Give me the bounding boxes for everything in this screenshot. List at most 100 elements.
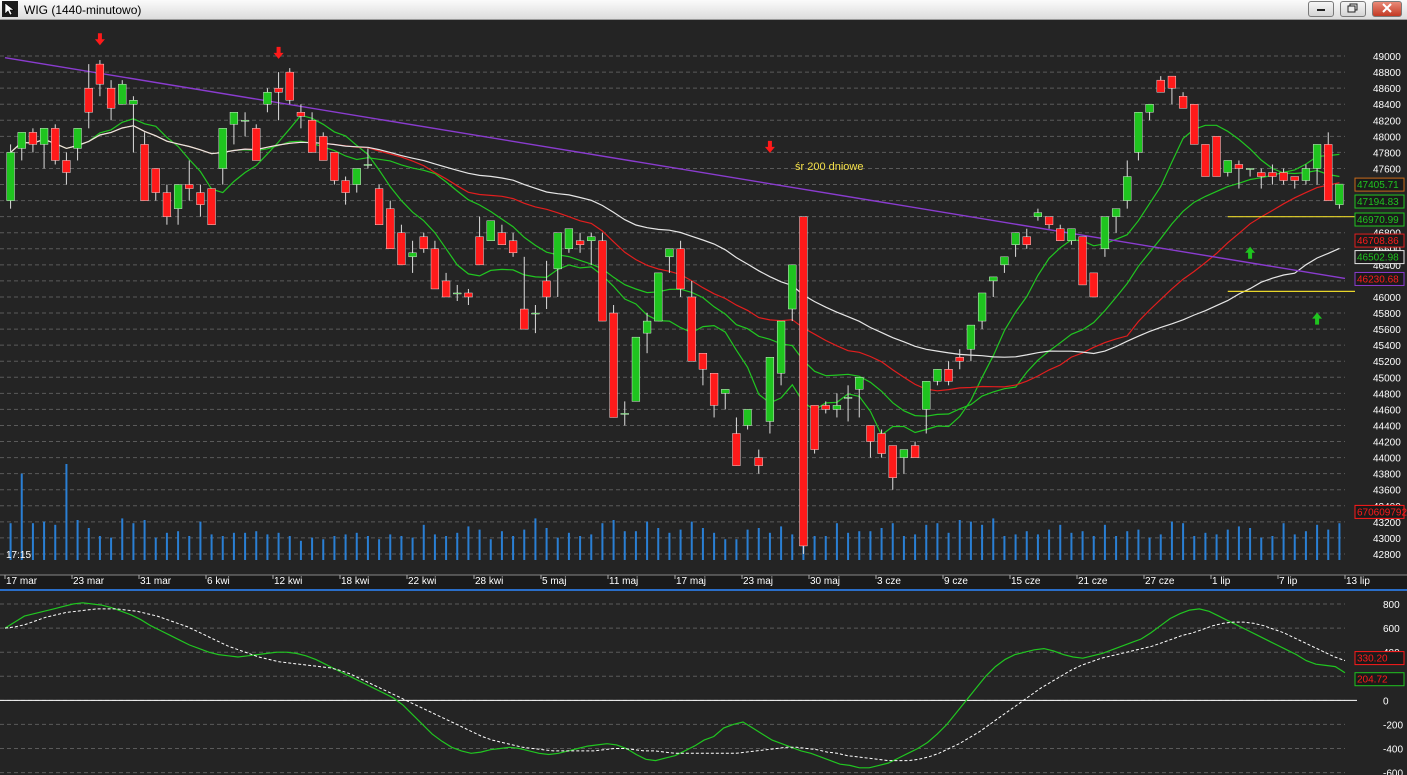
ma-value-label: 47194.83 bbox=[1354, 194, 1405, 209]
x-tick-label: 27 cze bbox=[1145, 576, 1175, 587]
candle-body bbox=[810, 405, 819, 450]
candle-body bbox=[575, 240, 585, 245]
candle-body bbox=[240, 120, 250, 122]
candle-body bbox=[151, 168, 160, 193]
candle-body bbox=[799, 216, 808, 547]
x-tick-label: 17 mar bbox=[6, 576, 38, 587]
x-tick-label: 6 kwi bbox=[207, 576, 230, 587]
oscillator-line bbox=[4, 602, 1346, 769]
value-label-box bbox=[1354, 177, 1405, 192]
candle-body bbox=[609, 312, 618, 418]
y-tick-label: 45400 bbox=[1373, 341, 1401, 352]
y-tick-label: 45200 bbox=[1373, 357, 1401, 368]
close-button[interactable] bbox=[1372, 1, 1402, 17]
restore-button[interactable] bbox=[1340, 1, 1366, 17]
value-label-text: 46708.86 bbox=[1357, 236, 1399, 247]
candle-body bbox=[408, 252, 417, 258]
candle-body bbox=[1279, 172, 1288, 181]
y-tick-label: 47800 bbox=[1373, 148, 1401, 159]
y-tick-label: 47600 bbox=[1373, 164, 1401, 175]
date-axis-bg bbox=[0, 575, 1407, 589]
candle-body bbox=[207, 188, 216, 225]
candle-body bbox=[944, 369, 953, 382]
osc-tick-label: -600 bbox=[1383, 769, 1403, 775]
candle-body bbox=[229, 112, 239, 125]
candle-body bbox=[732, 433, 741, 466]
x-tick-label: 23 maj bbox=[743, 576, 773, 587]
candle-body bbox=[665, 248, 674, 258]
osc-tick-label: -200 bbox=[1383, 720, 1403, 731]
candle-body bbox=[910, 445, 920, 458]
y-tick-label: 48400 bbox=[1373, 100, 1401, 111]
candle-body bbox=[441, 280, 451, 298]
minimize-button[interactable] bbox=[1308, 1, 1334, 17]
candle-body bbox=[989, 276, 998, 282]
candle-body bbox=[776, 320, 786, 374]
panel-separator bbox=[0, 589, 1407, 591]
price-grid bbox=[0, 55, 1345, 555]
candle-body bbox=[39, 128, 49, 145]
ma-long-line bbox=[4, 56, 1346, 280]
candle-body bbox=[598, 240, 607, 322]
candle-body bbox=[542, 280, 551, 298]
candle-body bbox=[933, 369, 942, 382]
candle-body bbox=[888, 445, 897, 478]
candle-body bbox=[955, 357, 964, 362]
candle-body bbox=[185, 184, 194, 189]
signal-value-label: 330.20 bbox=[1354, 651, 1405, 666]
candle-body bbox=[1257, 172, 1266, 177]
candle-body bbox=[475, 236, 484, 266]
candle-body bbox=[765, 357, 775, 422]
candle-body bbox=[832, 405, 842, 410]
candle-body bbox=[341, 180, 350, 193]
x-tick-label: 30 maj bbox=[810, 576, 840, 587]
oscillator-value-label: 204.72 bbox=[1354, 672, 1405, 687]
x-tick-label: 1 lip bbox=[1212, 576, 1231, 587]
ma-value-label: 46708.86 bbox=[1354, 233, 1405, 248]
candle-body bbox=[1078, 236, 1087, 286]
candle-body bbox=[743, 409, 752, 426]
x-tick-label: 23 mar bbox=[73, 576, 105, 587]
candle-body bbox=[1335, 183, 1344, 205]
candle-body bbox=[464, 292, 473, 298]
candle-body bbox=[821, 405, 830, 410]
value-label-box bbox=[1354, 233, 1405, 248]
window-title: WIG (1440-minutowo) bbox=[24, 3, 142, 17]
y-tick-label: 45800 bbox=[1373, 309, 1401, 320]
candle-body bbox=[866, 425, 875, 442]
signal-arrows bbox=[94, 33, 1323, 325]
candle-body bbox=[520, 308, 529, 330]
chart-area[interactable]: 4280043000432004340043600438004400044200… bbox=[0, 20, 1407, 775]
y-tick-label: 43200 bbox=[1373, 518, 1401, 529]
candle-body bbox=[709, 373, 719, 406]
value-label-box bbox=[1354, 651, 1405, 666]
value-label-box bbox=[1354, 194, 1405, 209]
candle-body bbox=[453, 292, 462, 295]
osc-tick-label: 0 bbox=[1383, 696, 1389, 707]
candle-body bbox=[721, 389, 730, 394]
candle-body bbox=[307, 120, 317, 153]
candle-body bbox=[1089, 272, 1098, 298]
candle-body bbox=[51, 128, 60, 161]
candle-body bbox=[788, 264, 797, 310]
value-label-text: 330.20 bbox=[1357, 654, 1388, 665]
x-tick-label: 12 kwi bbox=[274, 576, 302, 587]
value-label-box bbox=[1354, 250, 1405, 265]
last-close-label: 47405.71 bbox=[1354, 177, 1405, 192]
candle-body bbox=[843, 397, 853, 399]
candle-body bbox=[754, 457, 763, 466]
candle-body bbox=[1268, 172, 1277, 177]
candle-body bbox=[1234, 164, 1244, 169]
x-tick-label: 31 mar bbox=[140, 576, 172, 587]
candle-body bbox=[140, 144, 149, 201]
candle-body bbox=[899, 449, 909, 458]
x-tick-label: 17 maj bbox=[676, 576, 706, 587]
candle-body bbox=[6, 152, 15, 201]
value-labels: 47405.71 47194.83 46970.99 46708.86 46502.98… bbox=[1354, 177, 1407, 687]
value-label-box bbox=[1354, 271, 1405, 286]
candle-body bbox=[17, 132, 26, 149]
y-tick-label: 45000 bbox=[1373, 373, 1401, 384]
minimize-icon bbox=[1315, 0, 1327, 18]
ma-value-label: 46230.68 bbox=[1354, 271, 1405, 286]
x-tick-label: 5 maj bbox=[542, 576, 566, 587]
